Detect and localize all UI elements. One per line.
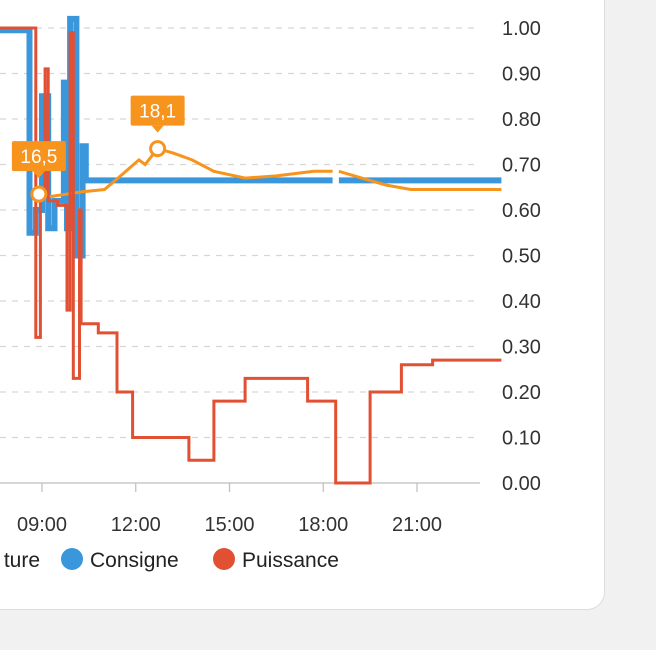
puissance-series-line <box>0 26 502 485</box>
data-label-tooltip: 16,5 <box>11 141 66 179</box>
legend-item-puissance[interactable]: Puissance <box>213 548 339 572</box>
tooltip-box <box>11 141 66 172</box>
data-label: 18,1 <box>139 102 176 123</box>
y-tick-label: 0.10 <box>502 428 541 450</box>
legend[interactable]: ture Consigne Puissance <box>4 548 339 572</box>
legend-marker <box>213 548 235 570</box>
y-tick-label: 0.90 <box>502 64 541 86</box>
tooltip-pointer <box>32 171 45 179</box>
legend-label: Consigne <box>90 549 179 572</box>
y-tick-label: 0.00 <box>502 473 541 495</box>
tooltip-box <box>130 95 185 126</box>
legend-marker <box>61 548 83 570</box>
series-lines <box>0 15 502 485</box>
annotations: 16,5 18,1 <box>11 95 185 203</box>
y-tick-label: 0.20 <box>502 382 541 404</box>
consigne-series-line <box>0 15 502 259</box>
tooltip-pointer <box>151 125 164 133</box>
y-axis: 1.00 0.90 0.80 0.70 0.60 0.50 0.40 0.30 0.20 0.10… <box>502 18 541 495</box>
legend-label: Puissance <box>242 549 339 572</box>
chart-card <box>0 0 605 610</box>
legend-item-consigne[interactable]: Consigne <box>61 548 179 572</box>
y-tick-label: 1.00 <box>502 18 541 40</box>
legend-item-temperature[interactable]: ture <box>4 549 40 572</box>
y-tick-label: 0.30 <box>502 337 541 359</box>
data-point-marker[interactable] <box>149 140 167 158</box>
temperature-series-line <box>38 146 502 198</box>
x-tick-label: 18:00 <box>298 514 348 536</box>
data-point-marker[interactable] <box>30 185 48 203</box>
grid-lines <box>0 27 480 439</box>
data-label: 16,5 <box>20 147 57 168</box>
y-tick-label: 0.50 <box>502 246 541 268</box>
y-tick-label: 0.80 <box>502 109 541 131</box>
x-tick-label: 09:00 <box>17 514 67 536</box>
y-tick-label: 0.60 <box>502 200 541 222</box>
x-tick-label: 12:00 <box>111 514 161 536</box>
x-axis: 09:00 12:00 15:00 18:00 21:00 <box>0 482 480 536</box>
legend-label: ture <box>4 549 40 572</box>
x-tick-label: 21:00 <box>392 514 442 536</box>
y-tick-label: 0.70 <box>502 155 541 177</box>
x-tick-label: 15:00 <box>204 514 254 536</box>
data-label-tooltip: 18,1 <box>130 95 185 133</box>
y-tick-label: 0.40 <box>502 291 541 313</box>
